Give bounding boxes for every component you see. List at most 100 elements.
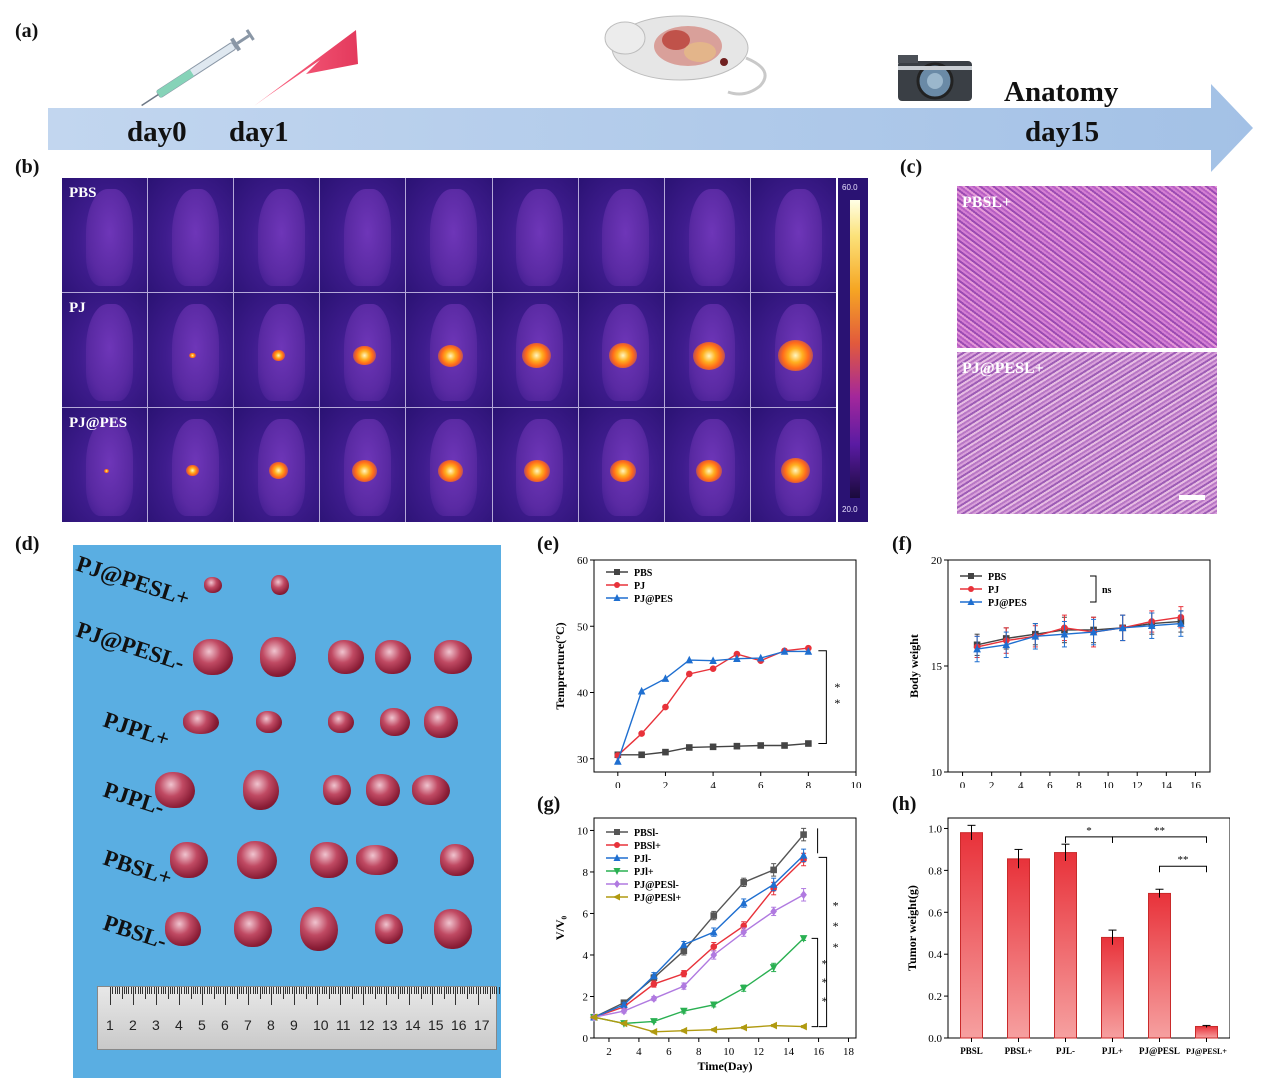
ruler-tick (280, 987, 282, 994)
histology-bottom-label: PJ@PESL+ (962, 360, 1044, 377)
thermal-image-cell: PBS (62, 178, 148, 292)
ruler-tick (190, 987, 192, 999)
legend-label: PJ@PES (634, 594, 673, 605)
ruler-tick (128, 987, 130, 994)
ruler-tick (254, 987, 256, 994)
ruler-tick (234, 987, 236, 994)
thermal-image-cell (578, 293, 664, 407)
hot-spot (696, 459, 722, 482)
ruler-tick (353, 987, 355, 994)
data-point (1177, 619, 1185, 627)
hot-spot (272, 350, 285, 362)
ruler-tick (383, 987, 385, 994)
timeline-day15: day15 (1025, 116, 1100, 148)
significance-bracket (811, 937, 819, 1028)
ruler-tick (310, 987, 312, 994)
x-tick-label: 4 (1018, 780, 1024, 788)
series-line (593, 894, 804, 1018)
ruler-tick (149, 987, 151, 994)
ruler-number: 9 (290, 1017, 298, 1033)
ruler-tick (478, 987, 479, 1005)
x-tick-label: PBSL+ (1005, 1046, 1033, 1056)
data-point (756, 653, 765, 662)
ruler-tick (395, 987, 397, 994)
data-point (709, 665, 717, 672)
tumor-sample (310, 842, 348, 878)
ruler-tick (438, 987, 440, 994)
data-point (661, 674, 670, 682)
data-point (614, 757, 622, 765)
ruler-tick (176, 987, 178, 994)
ruler-tick (466, 987, 468, 999)
ruler-tick (268, 987, 270, 994)
ruler-tick (392, 987, 394, 994)
data-point (1002, 640, 1011, 649)
bar (1101, 936, 1124, 1039)
x-tick-label: PJ@PESL (1139, 1046, 1180, 1056)
ruler-tick (213, 987, 215, 999)
thermal-image-cell (148, 178, 234, 292)
data-point (709, 656, 717, 664)
data-point (733, 742, 741, 750)
ruler-tick (231, 987, 233, 994)
significance-star: * (834, 696, 840, 710)
data-point (769, 964, 778, 972)
ruler-tick (386, 987, 387, 1005)
ruler-tick (335, 987, 337, 994)
ruler-tick (275, 987, 277, 994)
histology-top-label: PBSL+ (962, 194, 1012, 211)
thermal-image-cell (148, 293, 234, 407)
x-tick-label: 6 (1047, 780, 1053, 788)
thermal-image-cell (234, 178, 320, 292)
ruler-number: 15 (428, 1017, 444, 1033)
ruler-tick (475, 987, 477, 994)
ruler-number: 14 (405, 1017, 421, 1033)
ruler-tick (307, 987, 309, 994)
mouse-silhouette (688, 189, 736, 287)
ruler-tick (199, 987, 201, 994)
ruler-tick (236, 987, 238, 999)
legend-label: PJ@PESl- (634, 880, 679, 891)
data-point (638, 751, 645, 759)
ruler-tick (406, 987, 408, 994)
mouse-anatomy-icon (604, 15, 767, 96)
tumor-sample (237, 841, 277, 879)
histology-image-top: PBSL+ (957, 186, 1217, 348)
data-point (680, 940, 688, 948)
bar (960, 832, 983, 1039)
data-point (650, 971, 658, 980)
y-axis-label: Temprerture(°C) (553, 622, 567, 709)
data-point (679, 1026, 688, 1035)
data-point (968, 573, 974, 579)
ruler-tick (218, 987, 220, 994)
x-tick-label: PJ@PESL+ (1186, 1047, 1227, 1056)
y-tick-label: 6 (583, 908, 589, 920)
series-line (976, 616, 1181, 648)
bar (1054, 852, 1077, 1039)
data-point (781, 742, 788, 749)
significance-label: ns (1102, 585, 1112, 596)
hot-spot (780, 458, 810, 484)
mouse-silhouette (85, 304, 133, 402)
data-point (800, 890, 807, 900)
thermal-image-cell (406, 293, 492, 407)
significance-star: * (833, 919, 839, 933)
data-point (685, 670, 693, 678)
ruler-tick (494, 987, 496, 994)
data-point (757, 742, 765, 749)
data-point (613, 868, 621, 875)
hot-spot (608, 343, 638, 369)
ruler-tick (404, 987, 406, 994)
data-point (780, 647, 789, 655)
significance-star: ** (1154, 825, 1165, 837)
thermal-image-cell (234, 293, 320, 407)
ruler-tick (420, 987, 422, 999)
ruler-tick (169, 987, 171, 994)
data-point (709, 1001, 718, 1010)
series-line (593, 834, 805, 1018)
ruler-tick (238, 987, 240, 994)
ruler-tick (473, 987, 475, 994)
significance-star: * (833, 940, 839, 954)
data-point (968, 586, 974, 592)
ruler-tick (273, 987, 275, 994)
